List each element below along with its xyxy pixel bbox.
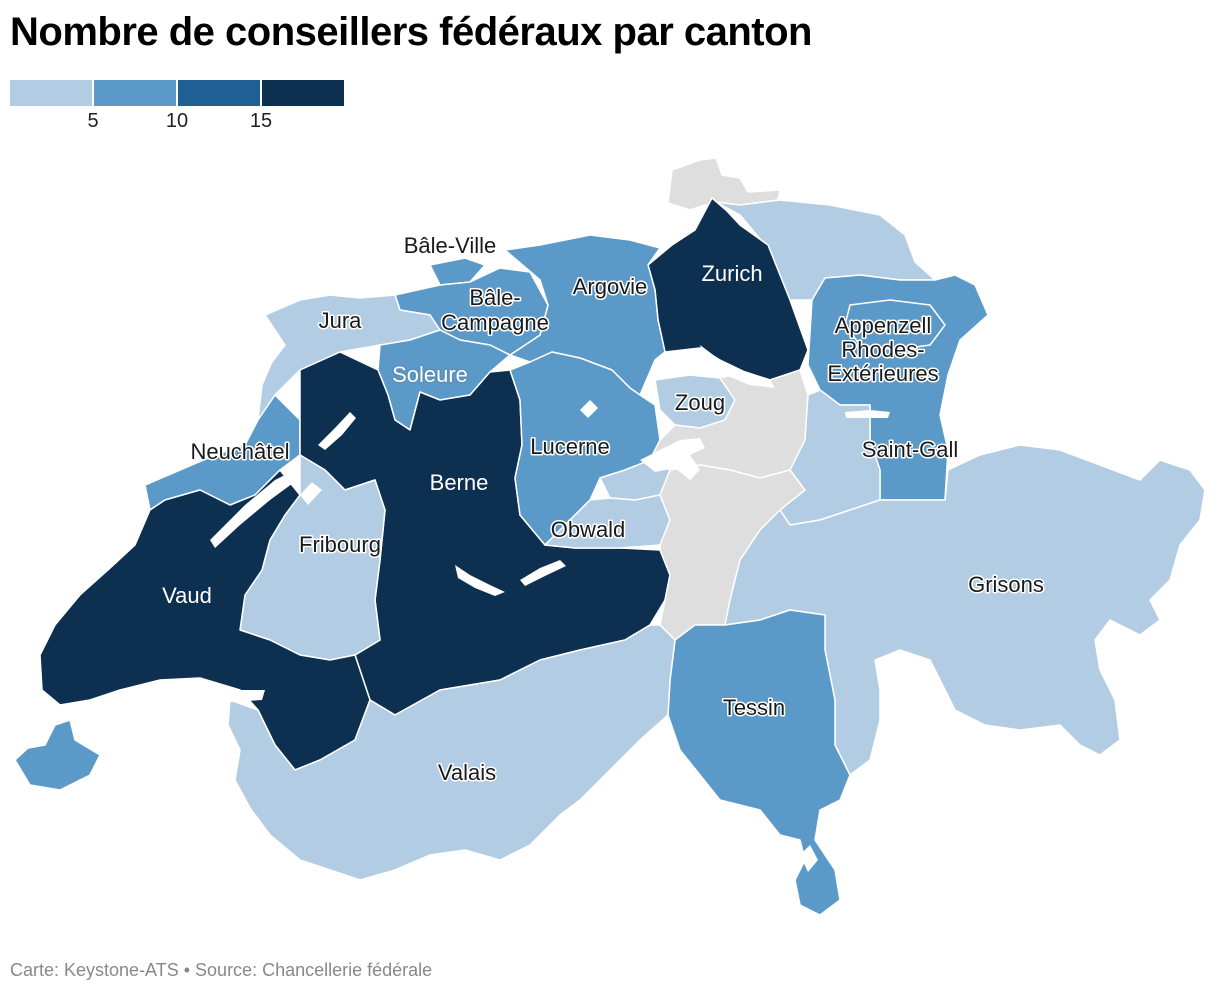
label-neuchatel: Neuchâtel	[190, 439, 289, 464]
lake-maggiore	[800, 845, 818, 872]
legend-tick-2: 10	[165, 110, 189, 132]
legend-swatch-2	[94, 80, 176, 106]
legend-tick-1: 5	[87, 110, 99, 132]
label-zurich: Zurich	[701, 261, 762, 286]
lake-lucerne	[640, 438, 705, 480]
label-fribourg: Fribourg	[299, 532, 381, 557]
label-obwald: Obwald	[551, 517, 626, 542]
source-credit: Carte: Keystone-ATS • Source: Chanceller…	[10, 960, 433, 980]
lake-geneva	[60, 678, 265, 720]
legend-swatch-3	[178, 80, 260, 106]
lake-sempach	[580, 400, 598, 418]
label-jura: Jura	[319, 308, 363, 333]
map-title: Nombre de conseillers fédéraux par canto…	[10, 10, 812, 54]
canton-tessin[interactable]	[667, 609, 851, 916]
label-tessin: Tessin	[723, 695, 785, 720]
color-legend: 5 10 15	[10, 80, 346, 140]
label-bale-campagne-2: Campagne	[441, 310, 549, 335]
label-lucerne: Lucerne	[530, 434, 610, 459]
lake-neuchatel	[210, 470, 300, 548]
label-vaud: Vaud	[162, 583, 212, 608]
label-berne: Berne	[430, 470, 489, 495]
lake-zurich	[700, 345, 775, 388]
legend-swatches	[10, 80, 346, 106]
lake-biel	[318, 412, 356, 450]
label-appenzell-3: Extérieures	[827, 361, 938, 386]
canton-bale-ville[interactable]	[429, 257, 486, 286]
label-saint-gall: Saint-Gall	[862, 437, 959, 462]
canton-valais[interactable]	[227, 624, 676, 881]
label-soleure: Soleure	[392, 362, 468, 387]
label-bale-campagne-1: Bâle-	[469, 285, 520, 310]
canton-appenzell[interactable]	[844, 299, 946, 351]
map-svg: Bâle-Ville Bâle- Campagne Argovie Zurich…	[14, 157, 1206, 916]
legend-tick-3: 15	[249, 110, 273, 132]
label-valais: Valais	[438, 760, 496, 785]
legend-ticks: 5 10 15	[10, 106, 346, 132]
lake-thun	[455, 565, 505, 596]
label-grisons: Grisons	[968, 572, 1044, 597]
switzerland-map: Bâle-Ville Bâle- Campagne Argovie Zurich…	[0, 140, 1220, 940]
lake-brienz	[520, 560, 566, 586]
legend-swatch-1	[10, 80, 92, 106]
label-zoug: Zoug	[675, 390, 725, 415]
label-bale-ville: Bâle-Ville	[404, 233, 497, 258]
label-argovie: Argovie	[573, 274, 648, 299]
canton-geneve[interactable]	[14, 719, 101, 791]
legend-swatch-4	[262, 80, 344, 106]
canton-schaffhouse[interactable]	[667, 157, 781, 211]
lake-walen	[845, 410, 890, 418]
label-appenzell-2: Rhodes-	[841, 337, 924, 362]
lake-morat	[300, 482, 322, 505]
label-appenzell-1: Appenzell	[835, 313, 932, 338]
